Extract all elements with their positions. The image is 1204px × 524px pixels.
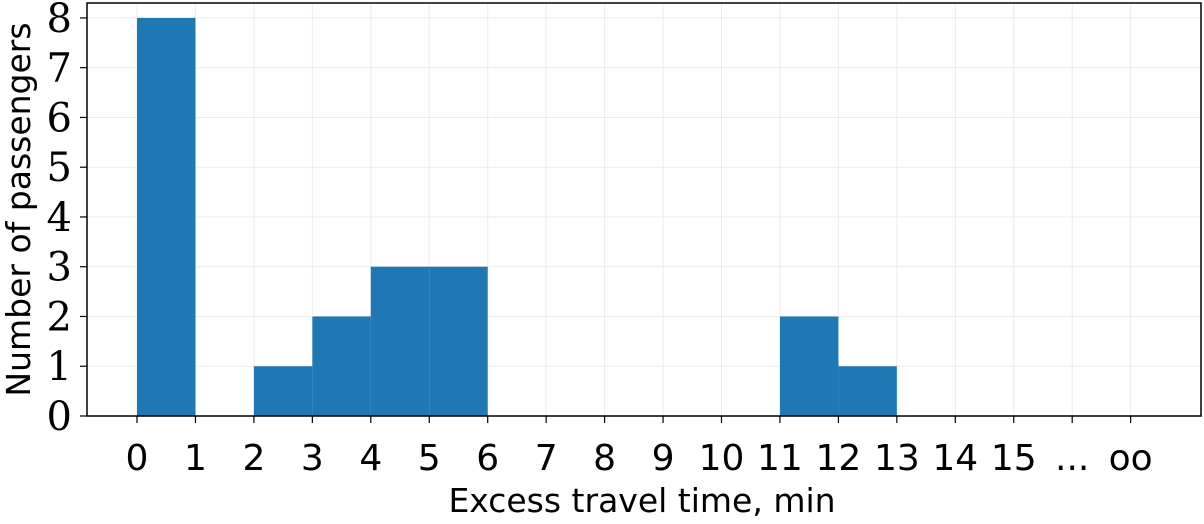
- y-tick-label: 2: [47, 294, 72, 340]
- x-tick-label: 6: [476, 438, 499, 479]
- bars: [137, 17, 897, 417]
- y-tick-label: 8: [47, 0, 72, 42]
- x-tick-label: 13: [874, 438, 920, 479]
- x-tick-label: 9: [652, 438, 675, 479]
- x-tick-label: 5: [418, 438, 441, 479]
- histogram-bar: [253, 366, 313, 416]
- x-tick-label: 1: [184, 438, 207, 479]
- y-tick-label: 6: [47, 95, 72, 141]
- histogram-bar: [137, 17, 196, 417]
- x-tick-label: oo: [1109, 438, 1153, 479]
- y-tick-label: 7: [47, 46, 72, 92]
- y-axis-label: Number of passengers: [0, 22, 38, 396]
- histogram-bar: [838, 366, 897, 416]
- x-tick-label: ...: [1055, 438, 1089, 479]
- x-tick-label: 7: [535, 438, 558, 479]
- x-tick-label: 4: [359, 438, 382, 479]
- histogram-bar: [429, 266, 488, 416]
- y-tick-label: 0: [47, 394, 72, 440]
- x-tick-label: 8: [593, 438, 616, 479]
- x-tick-label: 0: [126, 438, 149, 479]
- axes-frame: [86, 2, 1202, 417]
- x-tick-label: 15: [991, 438, 1037, 479]
- histogram-bar: [370, 266, 430, 416]
- histogram-bar: [779, 316, 839, 416]
- x-tick-label: 2: [242, 438, 265, 479]
- x-axis-label: Excess travel time, min: [448, 481, 835, 520]
- x-tick-label: 12: [815, 438, 861, 479]
- x-tick-label: 11: [757, 438, 803, 479]
- y-tick-label: 3: [47, 245, 72, 291]
- y-tick-label: 4: [47, 195, 72, 241]
- x-tick-label: 3: [301, 438, 324, 479]
- y-tick-label: 1: [47, 344, 72, 390]
- y-tick-label: 5: [47, 145, 72, 191]
- grid-lines: [87, 3, 1201, 417]
- histogram-bar: [312, 316, 371, 416]
- x-tick-label: 14: [932, 438, 978, 479]
- x-tick-label: 10: [699, 438, 745, 479]
